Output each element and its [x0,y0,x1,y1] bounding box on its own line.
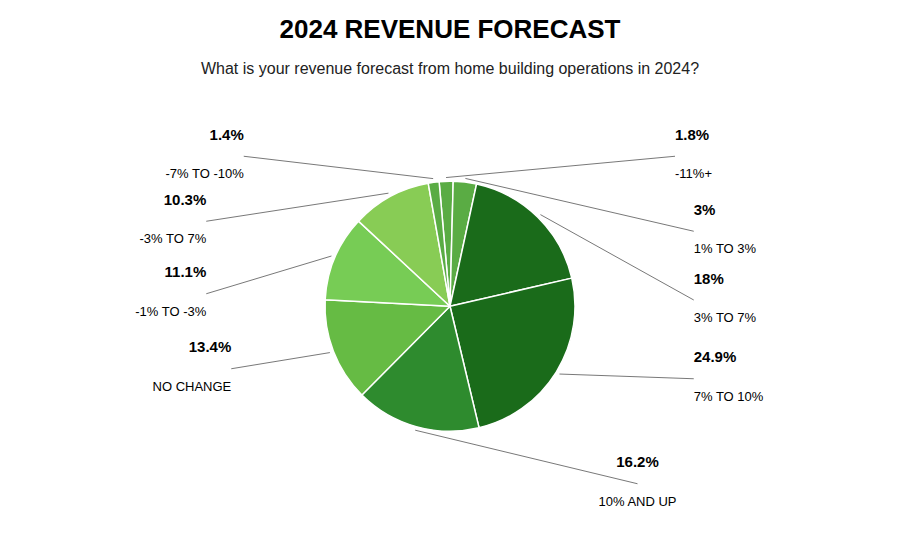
category-label: 3% TO 7% [694,310,757,325]
chart: 2024 REVENUE FORECAST What is your revenu… [0,0,900,534]
leader-line [446,156,675,177]
leader-line [231,353,330,369]
category-label: -1% TO -3% [135,304,206,319]
data-label: 18% [694,270,724,287]
labels: 1.8% -11%+ 3% 1% TO 3% 18% 3% TO 7% 24.9% 7% TO… [135,126,764,509]
leader-line [415,430,637,484]
data-label: 16.2% [616,453,659,470]
pie-slice [325,300,450,395]
pie [325,181,575,431]
category-label: 1% TO 3% [694,241,757,256]
category-label: NO CHANGE [153,379,232,394]
category-label: -11%+ [675,166,712,181]
leader-line [206,256,331,294]
data-label: 13.4% [189,338,232,355]
category-label: -7% TO -10% [165,166,244,181]
data-label: 11.1% [165,263,207,280]
category-label: 10% AND UP [598,494,676,509]
pie-slice [428,182,450,307]
leader-line [540,215,693,300]
data-label: 1.4% [210,126,244,143]
data-label: 1.8% [675,126,709,143]
title: 2024 REVENUE FORECAST [280,14,621,44]
data-label: 10.3% [164,191,207,208]
leader-line [465,178,693,231]
data-label: 24.9% [694,348,737,365]
leader-line [206,193,388,221]
category-label: 7% TO 10% [694,389,764,404]
subtitle: What is your revenue forecast from home … [201,60,699,77]
leader-line [559,374,693,379]
leader-line [244,156,433,178]
leader-lines [206,156,694,484]
data-label: 3% [694,201,716,218]
category-label: -3% TO 7% [140,231,207,246]
